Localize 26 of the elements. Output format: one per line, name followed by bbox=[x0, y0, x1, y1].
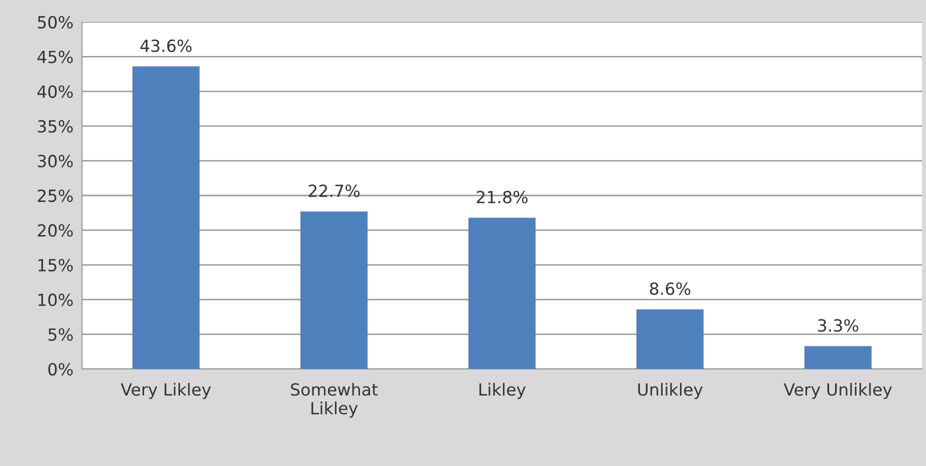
y-tick-label: 25% bbox=[38, 189, 73, 202]
bar bbox=[132, 66, 200, 369]
y-tick-label: 0% bbox=[48, 362, 73, 376]
data-label: 43.6% bbox=[140, 39, 192, 52]
data-label: 3.3% bbox=[818, 319, 858, 332]
y-tick-label: 40% bbox=[37, 85, 73, 98]
y-tick-label: 15% bbox=[38, 258, 73, 272]
data-label: 22.7% bbox=[308, 184, 360, 198]
data-label: 8.6% bbox=[650, 282, 690, 295]
y-tick-label: 50% bbox=[38, 16, 73, 29]
x-tick-label: Very Likley bbox=[120, 382, 211, 400]
x-tick-label: Somewhat Likley bbox=[290, 382, 378, 418]
x-tick-label: Unlikley bbox=[638, 382, 703, 400]
y-tick-label: 35% bbox=[38, 120, 73, 133]
y-tick-label: 20% bbox=[38, 224, 73, 237]
bar bbox=[636, 309, 704, 369]
y-tick-label: 45% bbox=[37, 50, 73, 64]
y-tick-label: 5% bbox=[48, 328, 73, 341]
x-tick-label: Very Unlikley bbox=[784, 382, 892, 400]
bar bbox=[804, 346, 872, 369]
y-tick-label: 30% bbox=[38, 154, 73, 168]
data-label: 21.8% bbox=[476, 190, 528, 204]
y-tick-label: 10% bbox=[38, 294, 73, 306]
bar bbox=[300, 211, 368, 369]
x-tick-label: Likley bbox=[479, 382, 526, 400]
bar bbox=[468, 218, 536, 369]
